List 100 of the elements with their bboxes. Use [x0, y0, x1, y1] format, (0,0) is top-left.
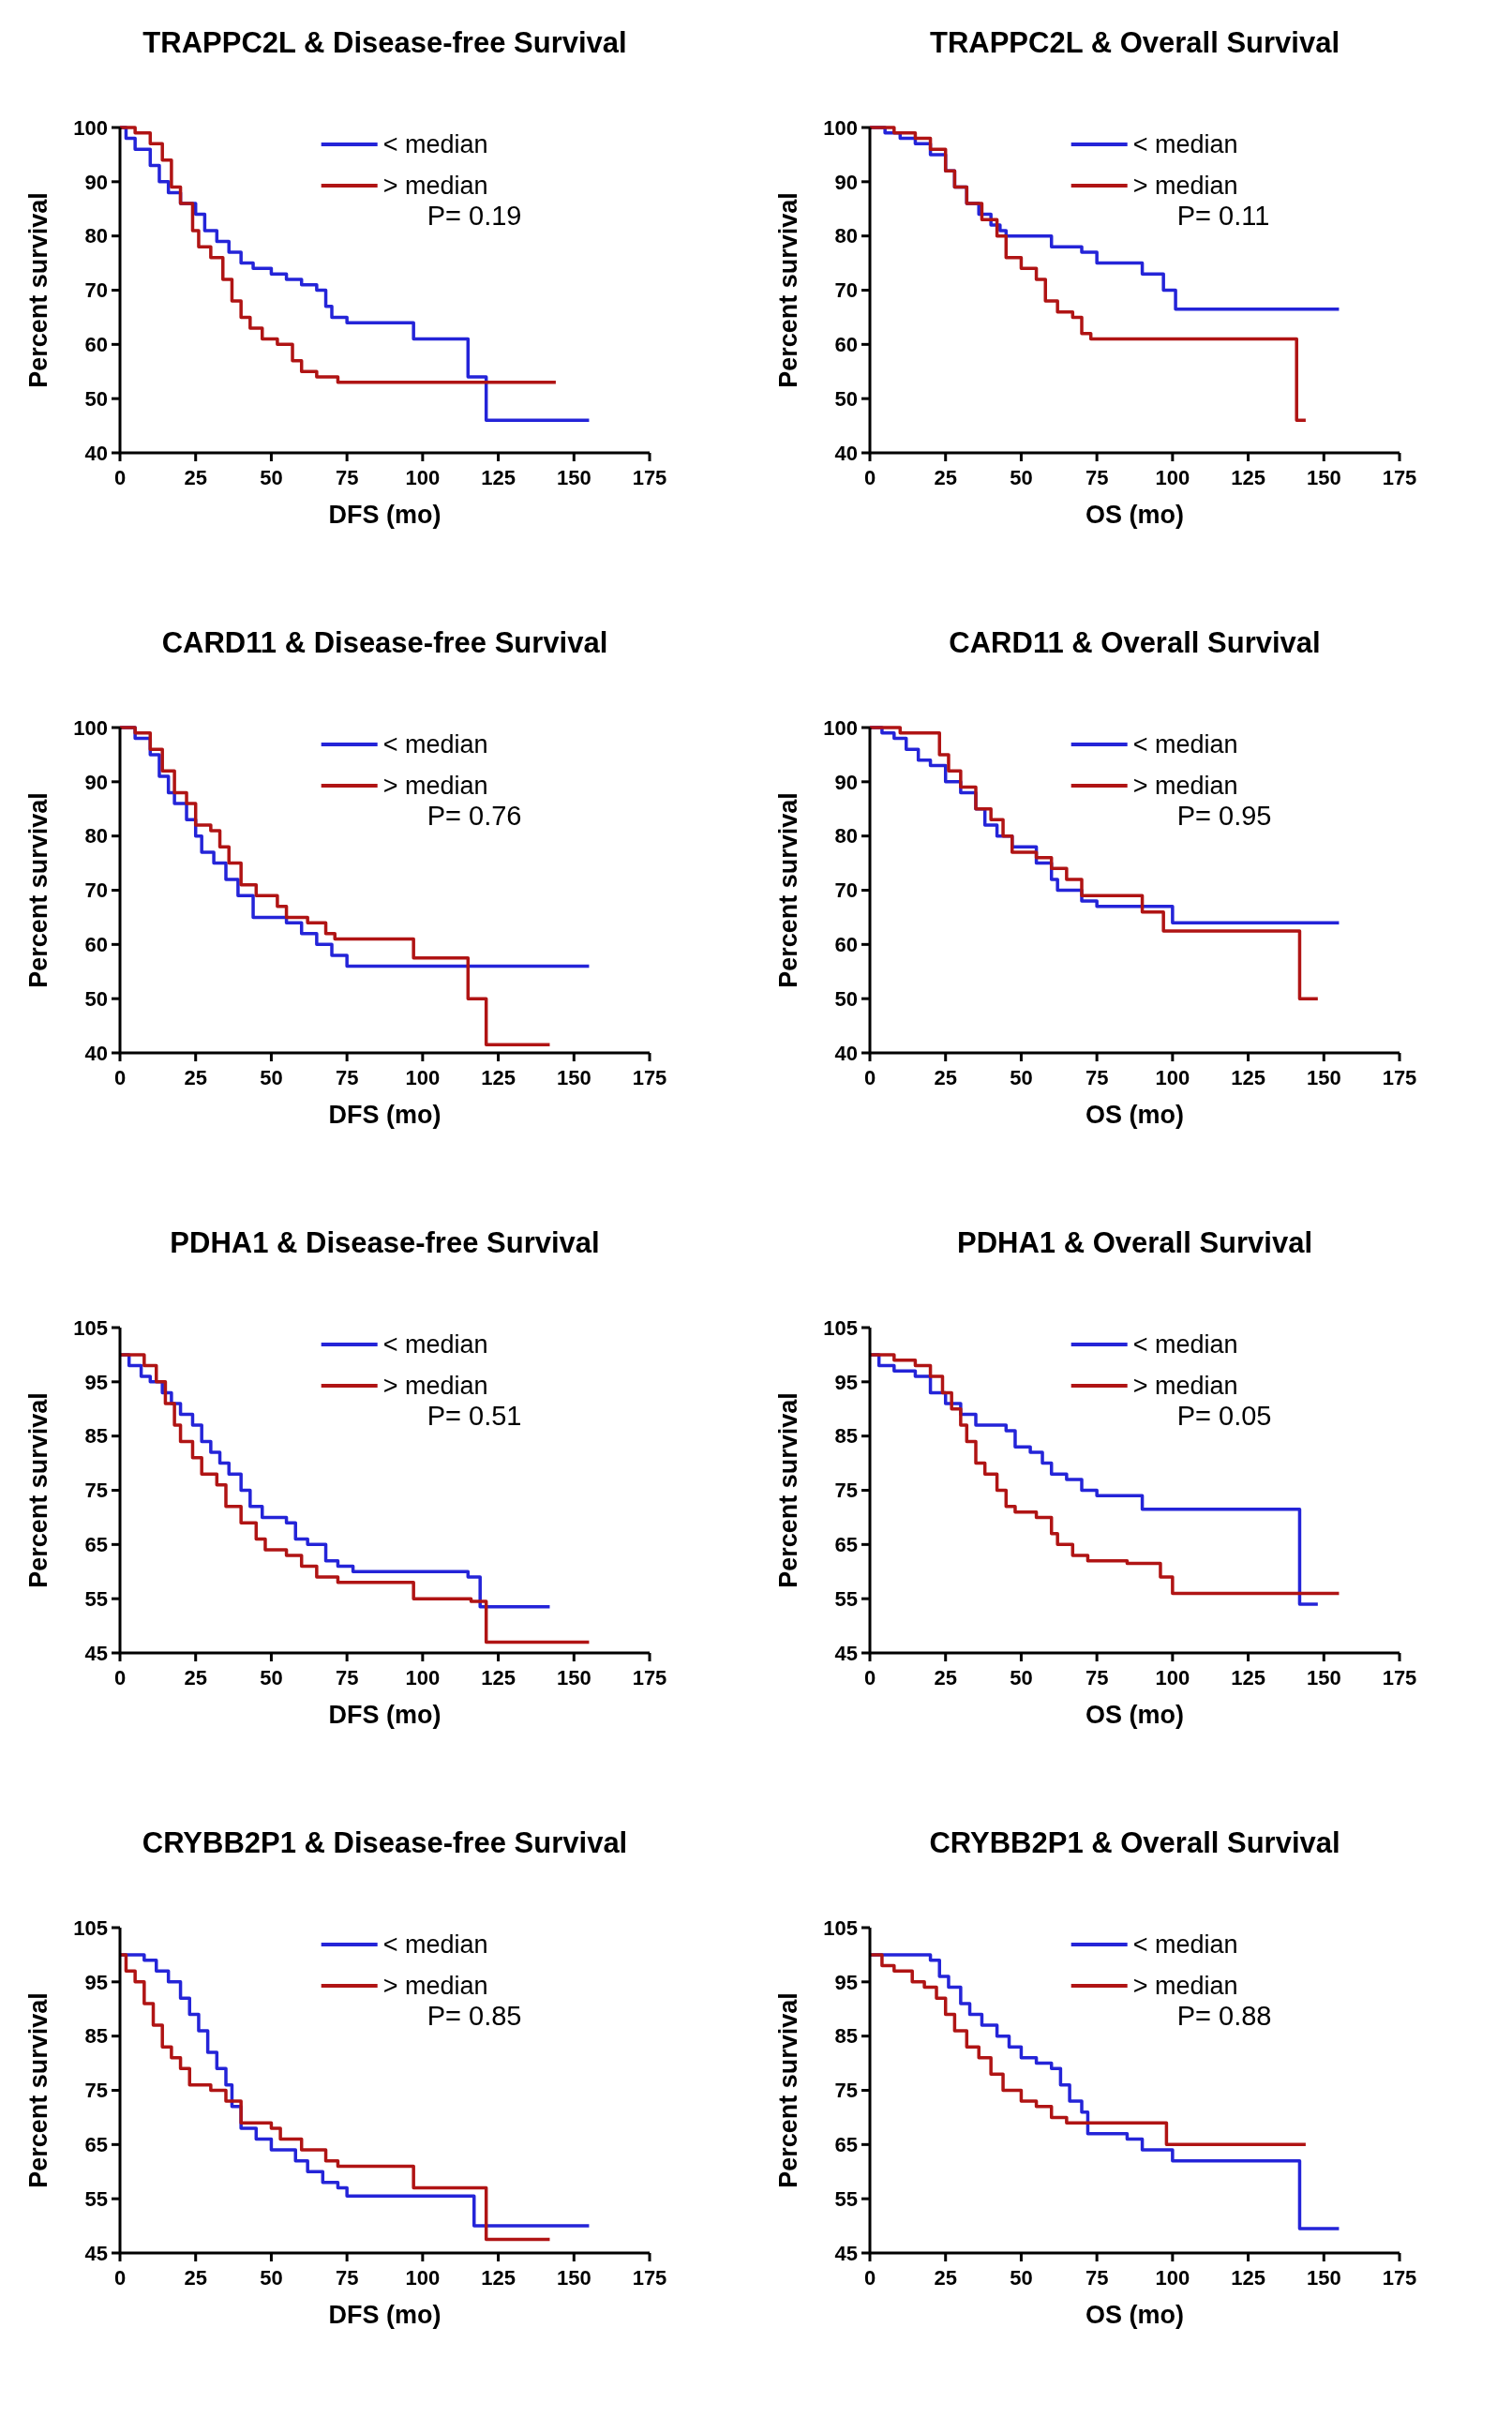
y-tick-label: 90	[834, 170, 858, 194]
annotation: P= 0.88	[1176, 2001, 1272, 2032]
x-tick-label: 50	[260, 1666, 283, 1690]
x-tick-label: 75	[1085, 1666, 1109, 1690]
x-tick-label: 125	[481, 1066, 516, 1089]
y-tick-label: 95	[84, 1370, 108, 1394]
legend-label: > median	[1132, 1972, 1238, 2001]
legend-label: > median	[382, 772, 488, 801]
x-tick-label: 150	[556, 1066, 591, 1089]
x-tick-label: 50	[1010, 1666, 1033, 1690]
legend-label: < median	[382, 130, 488, 159]
x-tick-label: 50	[260, 1066, 283, 1089]
x-tick-label: 150	[1306, 1666, 1341, 1690]
x-tick-label: 125	[481, 2266, 516, 2290]
y-tick-label: 95	[84, 1970, 108, 1994]
y-tick-label: 80	[84, 824, 108, 849]
x-axis-title: OS (mo)	[1085, 1701, 1184, 1729]
x-tick-label: 0	[113, 1066, 127, 1089]
x-axis-title: DFS (mo)	[328, 1701, 442, 1729]
x-tick-label: 125	[1231, 1666, 1265, 1690]
x-tick-label: 75	[335, 1066, 359, 1089]
y-tick-label: 90	[84, 770, 108, 794]
x-tick-label: 175	[632, 2266, 667, 2290]
legend-label: > median	[382, 172, 488, 201]
x-tick-label: 0	[863, 1666, 876, 1690]
x-tick-label: 0	[113, 2266, 127, 2290]
x-tick-label: 150	[556, 2266, 591, 2290]
chart-title: TRAPPC2L & Disease-free Survival	[142, 26, 627, 59]
x-tick-label: 175	[1382, 466, 1417, 489]
x-tick-label: 50	[260, 2266, 283, 2290]
x-tick-label: 50	[1010, 466, 1033, 489]
y-tick-label: 60	[84, 333, 108, 357]
x-tick-label: 100	[405, 1066, 441, 1089]
x-tick-label: 150	[1306, 466, 1341, 489]
y-tick-label: 50	[84, 986, 108, 1011]
x-tick-label: 100	[1155, 1666, 1190, 1690]
x-tick-label: 50	[1010, 1066, 1033, 1089]
x-tick-label: 25	[934, 1666, 957, 1690]
annotation: P= 0.95	[1176, 801, 1272, 832]
x-tick-label: 75	[1085, 1066, 1109, 1089]
chart-title: CRYBB2P1 & Overall Survival	[929, 1826, 1340, 1859]
y-tick-label: 70	[84, 879, 108, 903]
y-axis-title: Percent survival	[774, 792, 802, 988]
y-tick-label: 45	[834, 1641, 858, 1665]
y-tick-label: 60	[834, 333, 858, 357]
x-tick-label: 175	[632, 466, 667, 489]
y-tick-label: 65	[84, 1533, 108, 1557]
y-tick-label: 100	[823, 115, 858, 140]
y-axis-title: Percent survival	[24, 1992, 52, 2188]
y-tick-label: 105	[823, 1315, 858, 1340]
x-tick-label: 0	[863, 1066, 876, 1089]
y-tick-label: 75	[84, 2079, 108, 2103]
x-tick-label: 150	[1306, 1066, 1341, 1089]
y-axis-title: Percent survival	[774, 192, 802, 388]
y-tick-label: 75	[84, 1479, 108, 1503]
y-tick-label: 70	[834, 278, 858, 303]
legend-label: > median	[382, 1972, 488, 2001]
x-tick-label: 25	[184, 1066, 207, 1089]
x-tick-label: 175	[1382, 2266, 1417, 2290]
y-axis-title: Percent survival	[24, 192, 52, 388]
y-tick-label: 105	[73, 1315, 108, 1340]
chart-title: PDHA1 & Overall Survival	[956, 1226, 1313, 1259]
legend-label: > median	[382, 1372, 488, 1401]
x-tick-label: 25	[934, 2266, 957, 2290]
x-tick-label: 100	[1155, 466, 1190, 489]
y-tick-label: 85	[834, 2024, 858, 2049]
x-tick-label: 175	[1382, 1066, 1417, 1089]
y-axis-title: Percent survival	[24, 1392, 52, 1588]
x-tick-label: 125	[1231, 466, 1265, 489]
x-tick-label: 75	[335, 1666, 359, 1690]
x-tick-label: 0	[863, 2266, 876, 2290]
x-tick-label: 0	[113, 466, 127, 489]
y-tick-label: 45	[84, 1641, 108, 1665]
x-tick-label: 100	[405, 1666, 441, 1690]
legend-label: > median	[1132, 172, 1238, 201]
y-tick-label: 50	[834, 386, 858, 411]
annotation: P= 0.76	[427, 801, 522, 832]
legend-label: > median	[1132, 1372, 1238, 1401]
x-tick-label: 100	[405, 2266, 441, 2290]
x-tick-label: 25	[184, 2266, 207, 2290]
y-tick-label: 95	[834, 1970, 858, 1994]
y-tick-label: 85	[834, 1424, 858, 1449]
x-tick-label: 125	[481, 466, 516, 489]
x-tick-label: 175	[632, 1066, 667, 1089]
x-axis-title: OS (mo)	[1085, 2301, 1184, 2329]
legend-label: < median	[1132, 1930, 1238, 1960]
x-tick-label: 75	[1085, 2266, 1109, 2290]
y-tick-label: 55	[834, 1586, 858, 1611]
y-tick-label: 80	[834, 824, 858, 849]
x-tick-label: 0	[863, 466, 876, 489]
chart-title: TRAPPC2L & Overall Survival	[929, 26, 1340, 59]
y-tick-label: 55	[84, 1586, 108, 1611]
legend-label: < median	[1132, 130, 1238, 159]
x-tick-label: 100	[1155, 1066, 1190, 1089]
y-tick-label: 45	[834, 2241, 858, 2265]
y-axis-title: Percent survival	[774, 1992, 802, 2188]
x-tick-label: 150	[556, 1666, 591, 1690]
y-tick-label: 65	[834, 2133, 858, 2157]
x-axis-title: DFS (mo)	[328, 501, 442, 529]
chart-title: CARD11 & Overall Survival	[949, 626, 1321, 659]
